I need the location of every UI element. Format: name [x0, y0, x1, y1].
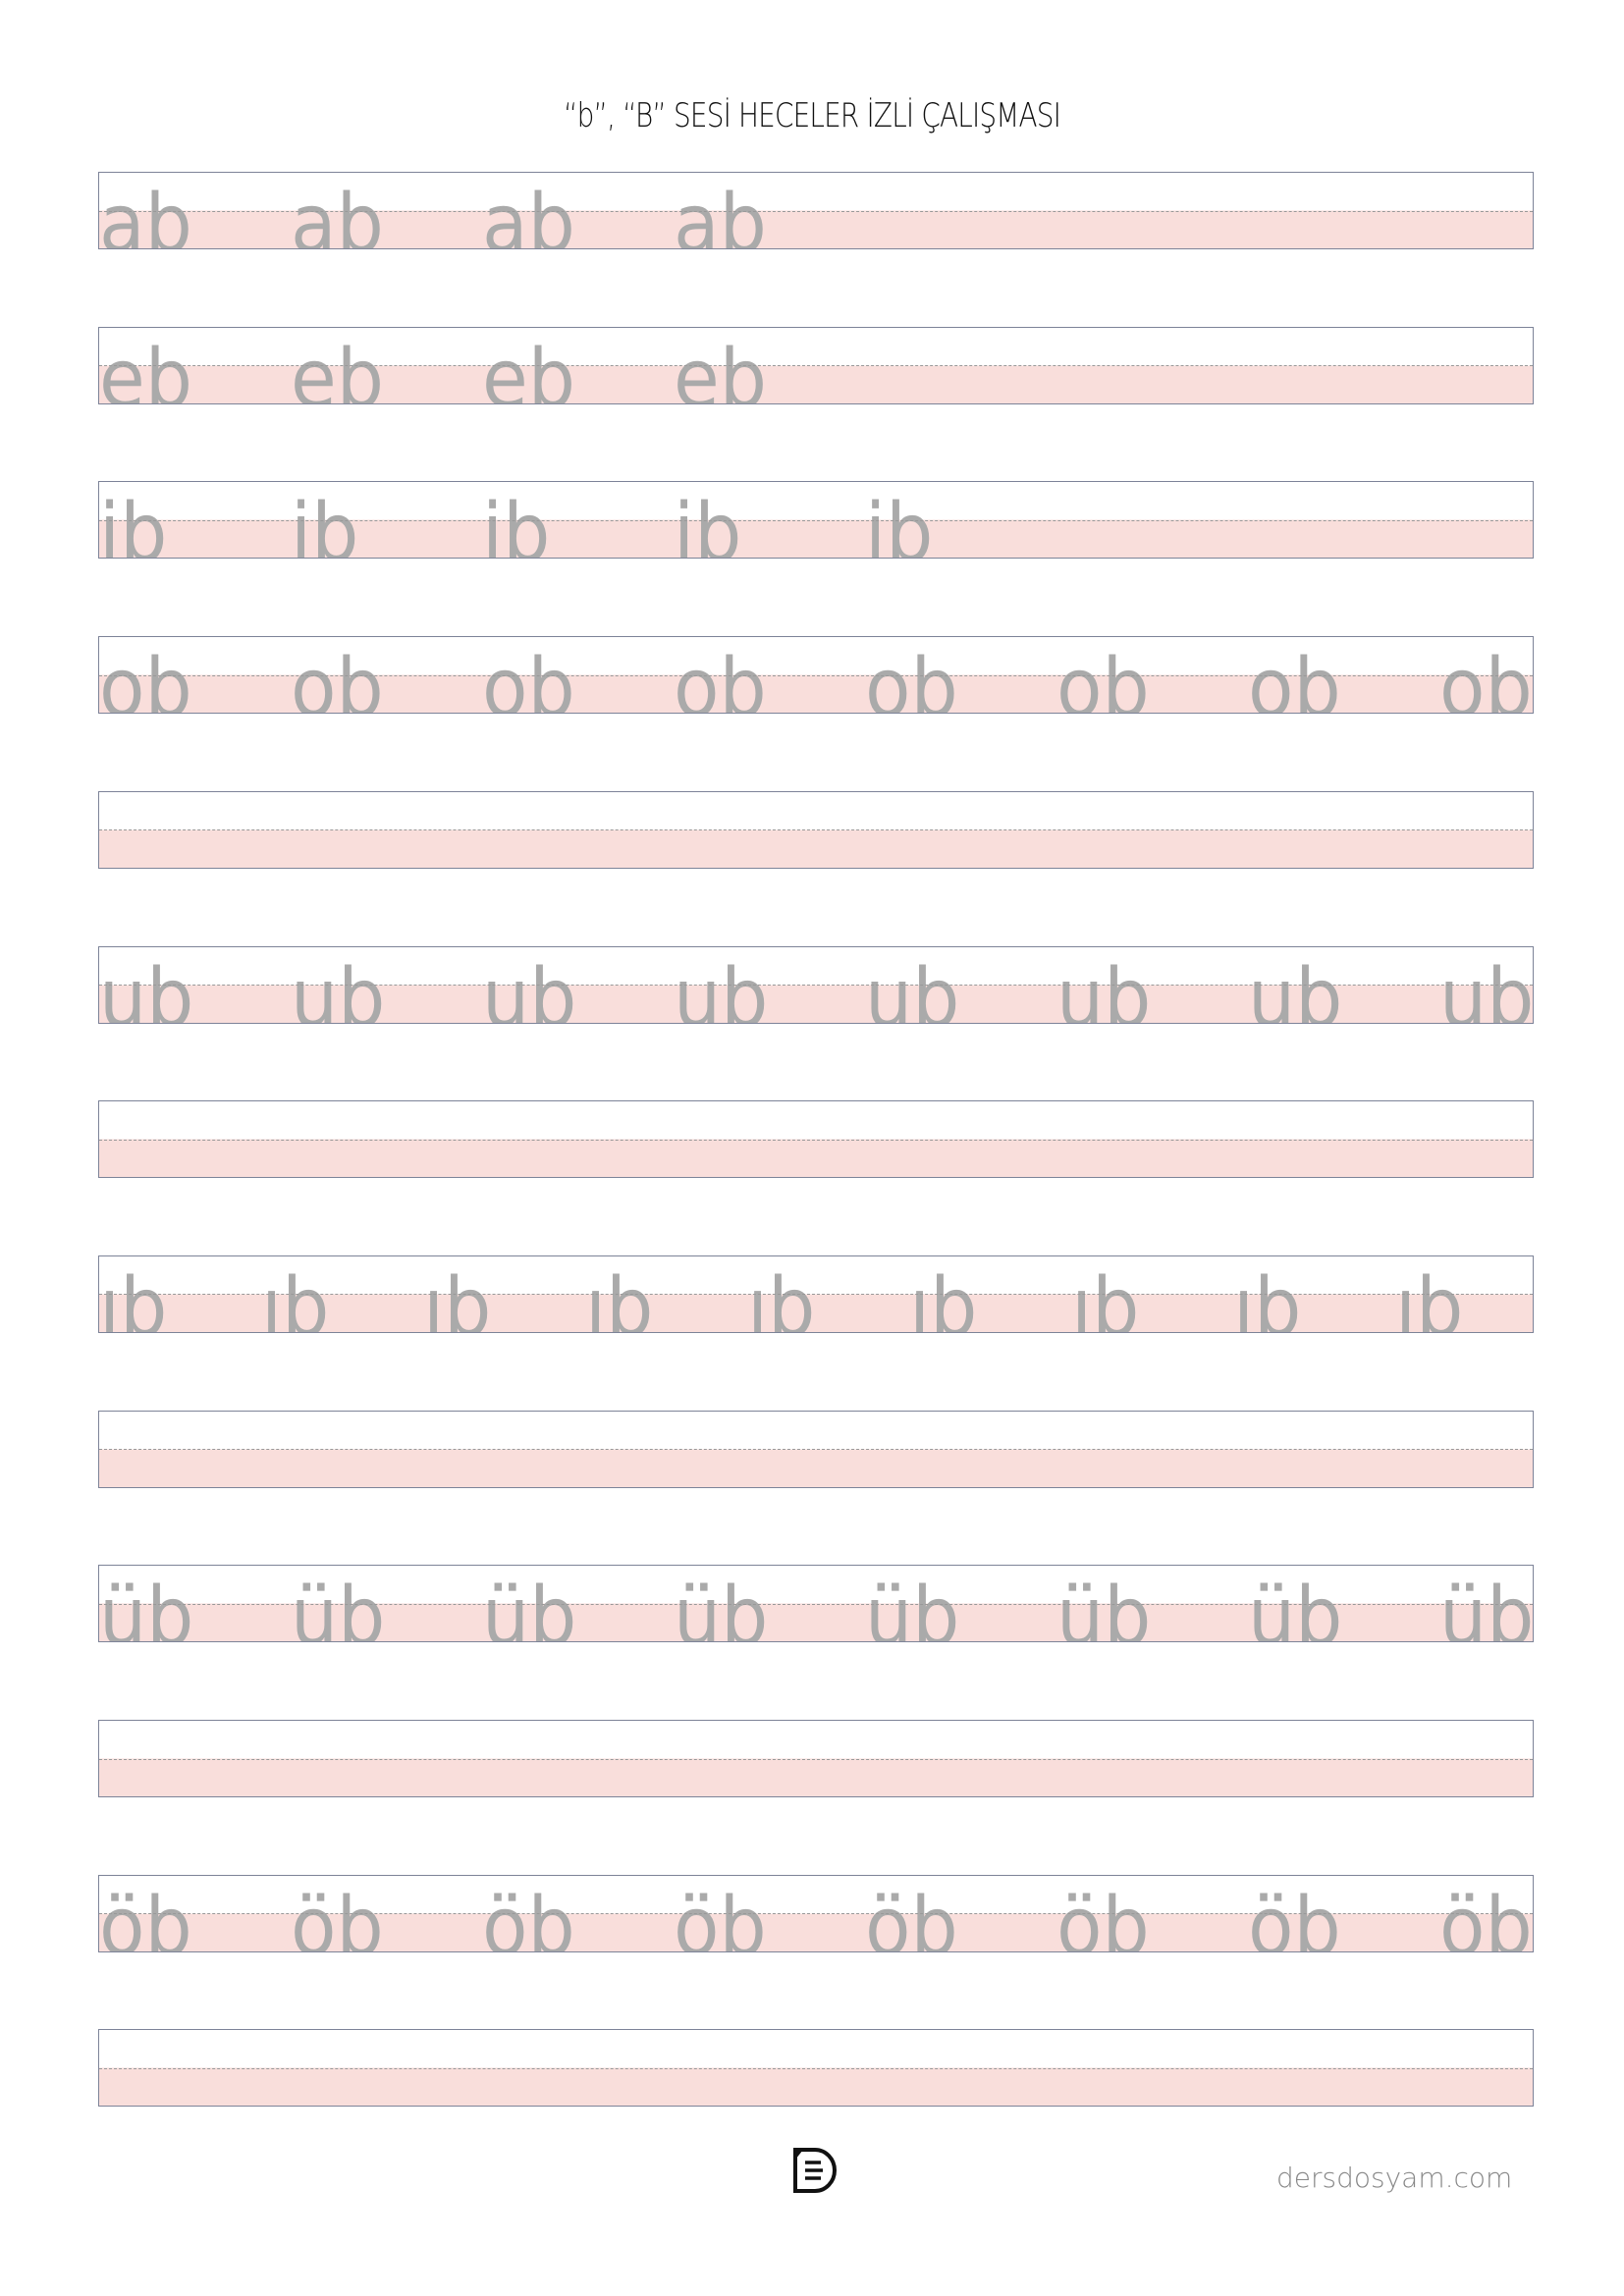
writing-row: ib ib ib ib ib — [98, 481, 1534, 560]
trace-syllable: ob — [674, 640, 767, 715]
trace-syllable: ob — [99, 640, 192, 715]
trace-syllable: öb — [865, 1879, 958, 1952]
trace-syllable: ib — [674, 485, 742, 560]
site-name: dersdosyam.com — [1276, 2162, 1513, 2194]
page-title: “b”, “B” SESİ HECELER İZLİ ÇALIŞMASI — [563, 96, 1061, 135]
trace-syllable: eb — [291, 331, 384, 404]
trace-syllable: ıb — [261, 1259, 330, 1333]
trace-syllable: ob — [1056, 640, 1150, 715]
trace-syllable: ub — [1056, 949, 1152, 1024]
trace-syllable: ob — [291, 640, 384, 715]
trace-syllable: ab — [674, 176, 767, 249]
writing-row: ub ub ub ub ub ub ub ub — [98, 945, 1534, 1024]
trace-syllable: ıb — [423, 1259, 492, 1333]
trace-syllable: ib — [865, 485, 934, 560]
document-d-logo-icon — [793, 2148, 837, 2193]
trace-syllable: ub — [482, 949, 577, 1024]
trace-syllable: üb — [865, 1569, 960, 1643]
writing-row — [98, 1410, 1534, 1488]
trace-syllable: üb — [1248, 1569, 1343, 1643]
trace-syllable: öb — [99, 1879, 192, 1952]
trace-syllable: ib — [291, 485, 359, 560]
trace-syllable: ab — [482, 176, 575, 249]
writing-row — [98, 1100, 1534, 1179]
trace-syllable: öb — [482, 1879, 575, 1952]
writing-row: ıb ıb ıb ıb ıb ıb ıb ıb ıb — [98, 1255, 1534, 1333]
trace-syllable: öb — [674, 1879, 767, 1952]
trace-syllable: ib — [482, 485, 551, 560]
trace-syllable: öb — [1056, 1879, 1150, 1952]
trace-syllable: üb — [1439, 1569, 1534, 1643]
writing-row: üb üb üb üb üb üb üb üb — [98, 1565, 1534, 1643]
trace-syllable: ob — [1439, 640, 1533, 715]
trace-syllable: ıb — [1233, 1259, 1302, 1333]
trace-syllable: üb — [1056, 1569, 1152, 1643]
trace-syllable: eb — [674, 331, 767, 404]
trace-syllable: ub — [291, 949, 386, 1024]
writing-row — [98, 790, 1534, 869]
writing-row: ob ob ob ob ob ob ob ob — [98, 636, 1534, 715]
trace-syllable: ıb — [99, 1259, 168, 1333]
trace-syllable: ab — [291, 176, 384, 249]
trace-syllable: ub — [674, 949, 769, 1024]
writing-row: eb eb eb eb — [98, 326, 1534, 404]
trace-syllable: öb — [291, 1879, 384, 1952]
trace-syllable: ob — [482, 640, 575, 715]
trace-syllable: ub — [1248, 949, 1343, 1024]
trace-syllable: ıb — [747, 1259, 816, 1333]
trace-syllable: ıb — [1395, 1259, 1464, 1333]
trace-syllable: ıb — [1071, 1259, 1140, 1333]
trace-syllable: eb — [482, 331, 575, 404]
trace-syllable: ub — [865, 949, 960, 1024]
trace-syllable: ob — [1248, 640, 1341, 715]
trace-syllable: ıb — [585, 1259, 654, 1333]
trace-syllable: ob — [865, 640, 958, 715]
trace-syllable: öb — [1439, 1879, 1533, 1952]
trace-syllable: ub — [99, 949, 194, 1024]
trace-syllable: ab — [99, 176, 192, 249]
trace-syllable: öb — [1248, 1879, 1341, 1952]
trace-syllable: üb — [291, 1569, 386, 1643]
trace-syllable: üb — [99, 1569, 194, 1643]
writing-row: ab ab ab ab — [98, 172, 1534, 249]
trace-syllable: üb — [482, 1569, 577, 1643]
trace-syllable: üb — [674, 1569, 769, 1643]
trace-syllable: ib — [99, 485, 168, 560]
trace-syllable: ıb — [909, 1259, 978, 1333]
writing-row — [98, 1720, 1534, 1797]
trace-syllable: eb — [99, 331, 192, 404]
writing-row — [98, 2029, 1534, 2108]
trace-syllable: ub — [1439, 949, 1534, 1024]
writing-row: öb öb öb öb öb öb öb öb — [98, 1874, 1534, 1952]
